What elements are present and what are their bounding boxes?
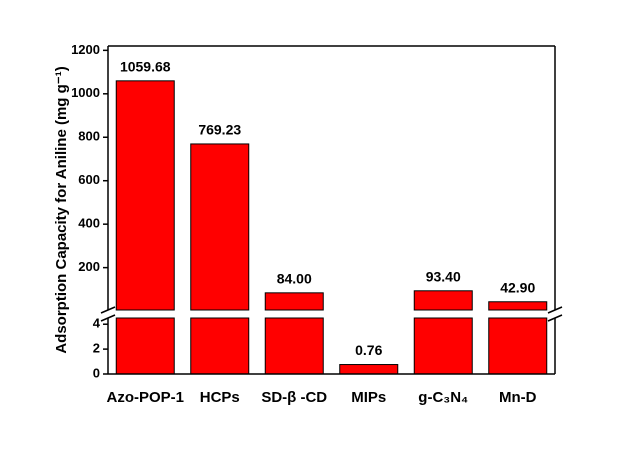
bar (339, 364, 399, 375)
break-mark (547, 314, 563, 322)
y-tick-label: 400 (78, 216, 100, 231)
x-tick-label: Azo-POP-1 (106, 389, 184, 406)
bar (115, 317, 175, 375)
bar (488, 301, 548, 311)
x-tick-label: MIPs (351, 389, 386, 406)
y-tick-label: 1000 (71, 85, 100, 100)
y-axis-label: Adsorption Capacity for Aniline (mg g⁻¹) (53, 66, 70, 353)
bar (488, 317, 548, 375)
x-tick-label: HCPs (200, 389, 240, 406)
bar (190, 317, 250, 375)
value-label: 84.00 (277, 271, 312, 287)
bar (264, 317, 324, 375)
bar (115, 80, 175, 311)
bar (413, 317, 473, 375)
y-tick-label: 600 (78, 172, 100, 187)
y-tick-label: 4 (93, 316, 101, 331)
x-tick-label: g-C₃N₄ (418, 389, 468, 406)
y-tick-label: 800 (78, 129, 100, 144)
y-tick-label: 200 (78, 259, 100, 274)
bar (413, 290, 473, 311)
value-label: 42.90 (500, 279, 535, 295)
x-tick-label: SD-β -CD (261, 389, 327, 406)
x-tick-label: Mn-D (499, 389, 537, 406)
value-label: 93.40 (426, 268, 461, 284)
break-mark (547, 306, 563, 314)
y-tick-label: 2 (93, 341, 100, 356)
break-mark (100, 314, 116, 322)
y-tick-label: 1200 (71, 42, 100, 57)
value-label: 1059.68 (120, 59, 171, 75)
break-mark (100, 306, 116, 314)
bar (190, 143, 250, 311)
value-label: 0.76 (355, 342, 382, 358)
value-label: 769.23 (198, 122, 241, 138)
y-tick-label: 0 (93, 365, 100, 380)
bar (264, 292, 324, 311)
